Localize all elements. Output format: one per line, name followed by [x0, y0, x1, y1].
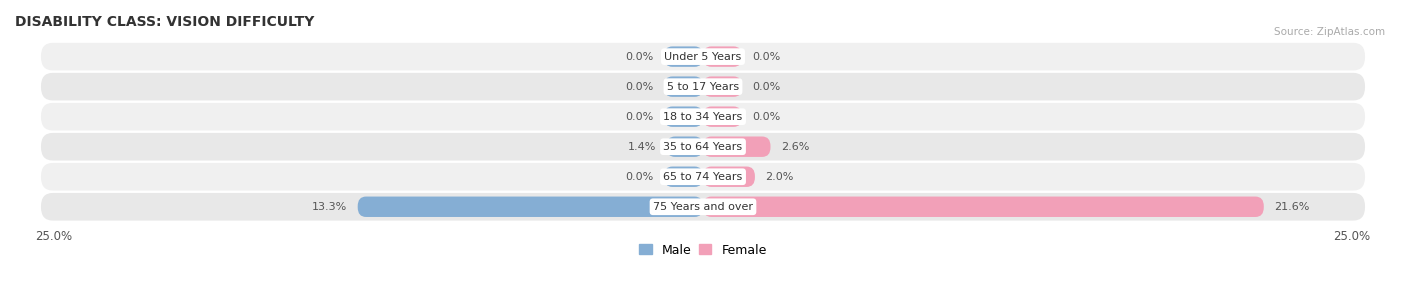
Text: 0.0%: 0.0%	[752, 112, 780, 122]
Text: 0.0%: 0.0%	[626, 82, 654, 92]
Text: 0.0%: 0.0%	[752, 52, 780, 62]
FancyBboxPatch shape	[664, 46, 703, 67]
FancyBboxPatch shape	[41, 163, 1365, 191]
FancyBboxPatch shape	[703, 167, 755, 187]
FancyBboxPatch shape	[357, 196, 703, 217]
FancyBboxPatch shape	[41, 133, 1365, 160]
FancyBboxPatch shape	[703, 196, 1264, 217]
FancyBboxPatch shape	[41, 43, 1365, 70]
FancyBboxPatch shape	[664, 77, 703, 97]
Text: 1.4%: 1.4%	[628, 142, 657, 152]
FancyBboxPatch shape	[41, 73, 1365, 100]
Text: 35 to 64 Years: 35 to 64 Years	[664, 142, 742, 152]
Text: 2.0%: 2.0%	[765, 172, 793, 182]
Text: 21.6%: 21.6%	[1274, 202, 1309, 212]
FancyBboxPatch shape	[666, 137, 703, 157]
Text: 0.0%: 0.0%	[752, 82, 780, 92]
Text: 2.6%: 2.6%	[780, 142, 810, 152]
Text: 5 to 17 Years: 5 to 17 Years	[666, 82, 740, 92]
Text: Source: ZipAtlas.com: Source: ZipAtlas.com	[1274, 27, 1385, 38]
FancyBboxPatch shape	[703, 77, 742, 97]
FancyBboxPatch shape	[703, 106, 742, 127]
FancyBboxPatch shape	[41, 103, 1365, 131]
Text: 0.0%: 0.0%	[626, 112, 654, 122]
Legend: Male, Female: Male, Female	[634, 239, 772, 262]
Text: 0.0%: 0.0%	[626, 52, 654, 62]
FancyBboxPatch shape	[41, 193, 1365, 221]
Text: 75 Years and over: 75 Years and over	[652, 202, 754, 212]
Text: DISABILITY CLASS: VISION DIFFICULTY: DISABILITY CLASS: VISION DIFFICULTY	[15, 15, 315, 29]
Text: 0.0%: 0.0%	[626, 172, 654, 182]
FancyBboxPatch shape	[703, 137, 770, 157]
FancyBboxPatch shape	[664, 106, 703, 127]
Text: 18 to 34 Years: 18 to 34 Years	[664, 112, 742, 122]
FancyBboxPatch shape	[703, 46, 742, 67]
Text: Under 5 Years: Under 5 Years	[665, 52, 741, 62]
Text: 65 to 74 Years: 65 to 74 Years	[664, 172, 742, 182]
FancyBboxPatch shape	[664, 167, 703, 187]
Text: 13.3%: 13.3%	[312, 202, 347, 212]
